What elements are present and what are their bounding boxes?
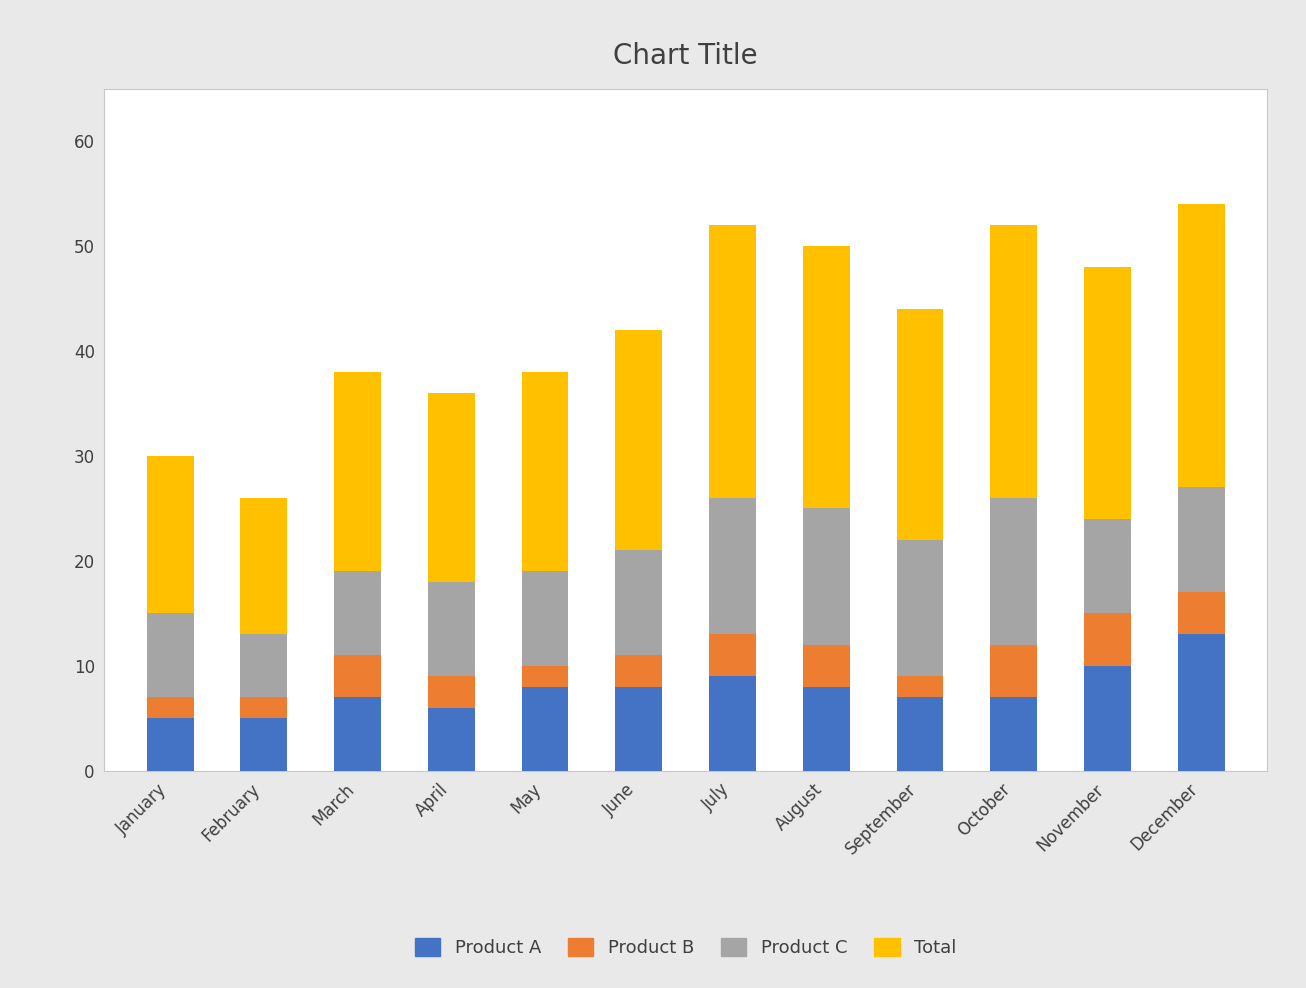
Bar <box>803 645 850 687</box>
Legend: Product A, Product B, Product C, Total: Product A, Product B, Product C, Total <box>406 930 965 966</box>
Bar <box>615 655 662 687</box>
Bar <box>334 571 381 655</box>
Bar <box>990 698 1037 771</box>
Bar <box>146 718 193 771</box>
Bar <box>334 655 381 698</box>
Bar <box>896 539 943 676</box>
Bar <box>521 687 568 771</box>
Bar <box>803 246 850 771</box>
Bar <box>1084 267 1131 771</box>
Bar <box>803 687 850 771</box>
Bar <box>521 571 568 666</box>
Bar <box>615 550 662 655</box>
Bar <box>1178 634 1225 771</box>
Bar <box>240 698 287 718</box>
Bar <box>1178 205 1225 771</box>
Bar <box>1084 519 1131 614</box>
Bar <box>240 498 287 771</box>
Bar <box>709 634 756 676</box>
Bar <box>240 718 287 771</box>
Bar <box>990 225 1037 771</box>
Bar <box>990 645 1037 698</box>
Bar <box>146 614 193 698</box>
Bar <box>1084 614 1131 666</box>
Bar <box>709 676 756 771</box>
Bar <box>896 698 943 771</box>
Bar <box>428 707 475 771</box>
Bar <box>334 698 381 771</box>
Bar <box>428 582 475 676</box>
Bar <box>1084 666 1131 771</box>
Title: Chart Title: Chart Title <box>614 41 757 70</box>
Bar <box>896 676 943 698</box>
Bar <box>334 372 381 771</box>
Bar <box>1178 593 1225 634</box>
Bar <box>896 309 943 771</box>
Bar <box>521 372 568 771</box>
Bar <box>709 498 756 634</box>
Bar <box>803 509 850 645</box>
Bar <box>615 330 662 771</box>
Bar <box>146 698 193 718</box>
Bar <box>1178 487 1225 593</box>
Bar <box>240 634 287 698</box>
Bar <box>428 393 475 771</box>
Bar <box>146 456 193 771</box>
Bar <box>709 225 756 771</box>
Bar <box>521 666 568 687</box>
Bar <box>990 498 1037 645</box>
Bar <box>428 676 475 707</box>
Bar <box>615 687 662 771</box>
